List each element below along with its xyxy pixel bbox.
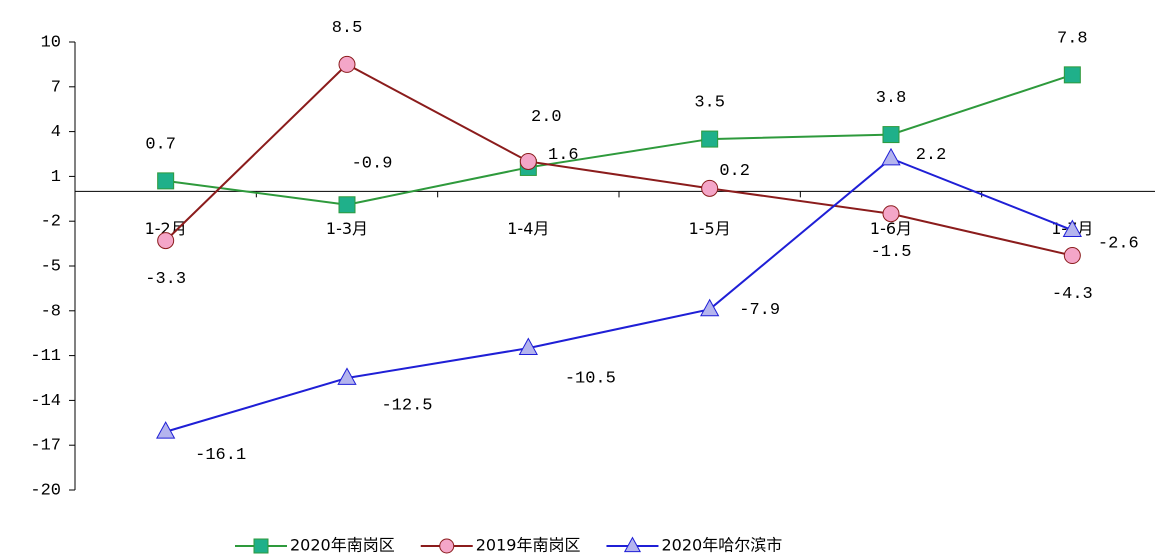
marker (882, 205, 900, 223)
data-label: -4.3 (1052, 285, 1093, 304)
data-label: 1.6 (548, 146, 579, 165)
legend-label: 2019年南岗区 (476, 536, 581, 555)
data-label: -7.9 (739, 301, 780, 320)
data-label: 2.2 (916, 146, 947, 165)
y-tick-label: -17 (30, 437, 61, 456)
data-label: 8.5 (332, 19, 363, 38)
legend-marker (623, 536, 642, 553)
y-tick-label: -14 (30, 392, 61, 411)
data-label: -1.5 (871, 243, 912, 262)
y-tick-label: -11 (30, 347, 61, 366)
data-label: -0.9 (352, 154, 393, 173)
data-label: 2.0 (531, 108, 562, 127)
marker (157, 232, 175, 250)
legend: 2020年南岗区 2019年南岗区 2020年哈尔滨市 (235, 536, 782, 555)
legend-label: 2020年哈尔滨市 (661, 536, 782, 555)
data-label: -16.1 (195, 446, 246, 465)
x-tick-label: 1-6月 (870, 219, 912, 238)
x-tick-label: 1-5月 (689, 219, 731, 238)
marker (701, 179, 719, 197)
y-tick-label: -8 (41, 302, 61, 321)
marker (1063, 247, 1081, 265)
marker (337, 367, 357, 385)
marker (338, 55, 356, 73)
marker (338, 196, 356, 214)
data-label: -12.5 (381, 396, 432, 415)
marker (700, 298, 720, 317)
y-tick-label: 1 (51, 168, 61, 187)
data-label: -2.6 (1098, 235, 1139, 254)
data-label: 3.8 (876, 89, 907, 108)
series-line (164, 63, 1073, 257)
marker (157, 172, 175, 190)
marker (1063, 66, 1081, 84)
x-tick-label: 1-2月 (145, 219, 187, 238)
legend-marker (253, 538, 269, 554)
data-label: 0.2 (719, 162, 750, 181)
marker (519, 152, 537, 170)
y-tick-label: 10 (41, 33, 61, 52)
data-label: -3.3 (145, 270, 186, 289)
legend-label: 2020年南岗区 (290, 536, 395, 555)
x-tick-label: 1-4月 (507, 219, 549, 238)
x-tick-label: 1-3月 (326, 219, 368, 238)
y-tick-label: -2 (41, 213, 61, 232)
marker (882, 126, 900, 144)
marker (1062, 219, 1082, 238)
data-label: 7.8 (1057, 29, 1088, 48)
y-tick-label: 7 (51, 78, 61, 97)
data-label: -10.5 (565, 370, 616, 389)
marker (156, 421, 176, 439)
y-tick-label: 4 (51, 123, 61, 142)
data-label: 0.7 (145, 135, 176, 154)
data-label: 3.5 (694, 94, 725, 113)
y-tick-label: -5 (41, 257, 61, 276)
marker (881, 147, 901, 166)
legend-marker (439, 538, 455, 554)
marker (518, 337, 538, 356)
y-tick-label: -20 (30, 481, 61, 500)
series-line (165, 73, 1073, 206)
series-line (165, 157, 1073, 433)
marker (701, 130, 719, 148)
